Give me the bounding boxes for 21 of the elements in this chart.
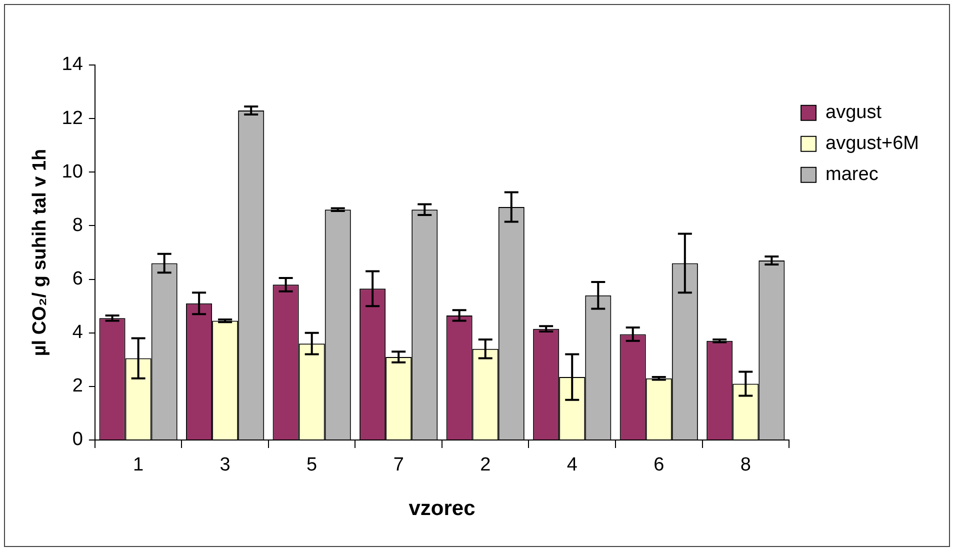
x-axis-title: vzorec [408,497,476,520]
x-tick-label: 8 [740,454,751,476]
y-tick-label: 2 [72,376,83,397]
x-tick-label: 3 [220,454,230,476]
x-tick-label: 7 [393,454,404,476]
y-axis-title: µl CO₂/ g suhih tal v 1h [30,148,51,356]
y-tick-label: 4 [72,322,84,344]
x-tick-label: 1 [133,454,144,476]
x-tick-label: 2 [480,454,491,476]
y-tick-label: 14 [62,54,84,76]
legend-label: avgust+6M [826,133,920,154]
y-tick-label: 12 [62,108,83,129]
legend-label: marec [826,164,878,186]
y-tick-label: 0 [72,429,83,450]
y-tick-label: 8 [72,214,83,236]
x-tick-label: 5 [306,454,318,476]
x-tick-label: 4 [566,454,578,476]
y-tick-label: 6 [72,268,83,290]
y-tick-label: 10 [62,161,83,182]
x-tick-label: 6 [654,454,664,476]
legend-label: avgust [826,102,882,124]
